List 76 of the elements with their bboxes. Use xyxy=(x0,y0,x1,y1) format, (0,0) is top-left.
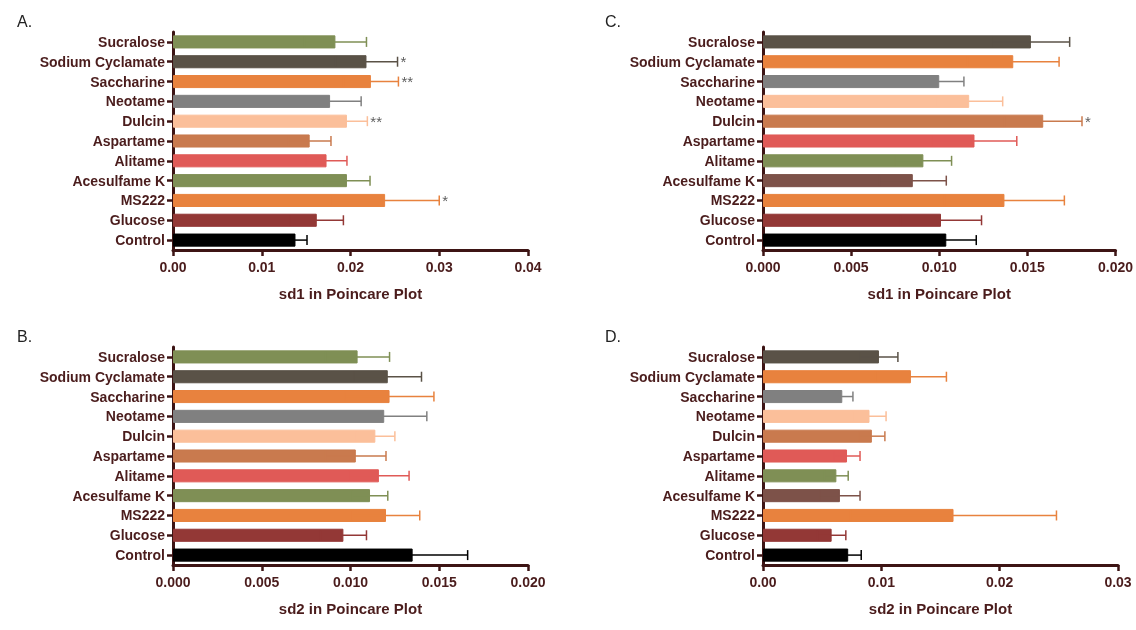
annotation: * xyxy=(400,53,407,71)
x-tick-label: 0.02 xyxy=(336,259,365,275)
y-tick-label: Acesulfame K xyxy=(72,172,165,189)
y-tick-label: Sodium Cyclamate xyxy=(39,53,166,70)
y-tick-label: Sucralose xyxy=(688,348,756,365)
y-tick-label: Aspartame xyxy=(92,133,166,149)
x-tick-label: 0.03 xyxy=(1104,574,1132,590)
x-tick-label: 0.02 xyxy=(986,574,1014,590)
x-tick-label: 0.000 xyxy=(155,574,191,590)
x-tick-label: 0.005 xyxy=(244,574,280,590)
text: B. xyxy=(17,327,33,345)
y-tick-label: Glucose xyxy=(699,527,756,544)
y-tick-label: Alitame xyxy=(114,152,166,169)
y-tick-label: Aspartame xyxy=(92,448,166,464)
y-tick-label: Alitame xyxy=(704,467,756,484)
y-tick-label: Aspartame xyxy=(682,133,756,149)
text: C. xyxy=(605,12,621,30)
x-axis-title: sd2 in Poincare Plot xyxy=(278,600,423,617)
x-tick-label: 0.04 xyxy=(514,259,542,275)
y-tick-label: Saccharine xyxy=(90,388,166,405)
y-tick-label: Dulcin xyxy=(122,113,165,130)
y-tick-label: Glucose xyxy=(109,212,166,229)
y-tick-label: Dulcin xyxy=(712,113,755,130)
annotation: ** xyxy=(370,112,383,130)
y-tick-label: Sucralose xyxy=(98,33,166,50)
y-tick-label: Sucralose xyxy=(98,348,166,365)
x-tick-label: 0.00 xyxy=(749,574,777,590)
y-tick-label: MS222 xyxy=(120,192,166,209)
x-tick-label: 0.010 xyxy=(921,259,957,275)
y-tick-label: Saccharine xyxy=(680,73,756,90)
x-tick-label: 0.010 xyxy=(332,574,369,590)
y-tick-label: Control xyxy=(115,232,165,249)
x-tick-label: 0.00 xyxy=(159,259,187,275)
y-tick-label: Acesulfame K xyxy=(662,172,755,189)
annotation: * xyxy=(1085,112,1091,130)
x-axis-title: sd2 in Poincare Plot xyxy=(868,600,1013,617)
y-tick-label: Acesulfame K xyxy=(72,487,165,504)
y-tick-label: Control xyxy=(115,547,165,564)
x-axis-title: sd1 in Poincare Plot xyxy=(278,285,423,302)
y-tick-label: Neotame xyxy=(105,93,166,110)
x-tick-label: 0.005 xyxy=(833,259,869,275)
y-tick-label: Control xyxy=(705,547,755,564)
y-tick-label: Dulcin xyxy=(712,428,755,445)
y-tick-label: MS222 xyxy=(710,507,756,524)
y-tick-label: Sucralose xyxy=(688,33,756,50)
x-tick-label: 0.01 xyxy=(867,574,896,590)
annotation: * xyxy=(442,191,449,209)
y-tick-label: Dulcin xyxy=(122,428,165,445)
x-tick-label: 0.03 xyxy=(425,259,454,275)
x-tick-label: 0.01 xyxy=(248,259,276,275)
y-tick-label: Neotame xyxy=(695,408,756,425)
y-tick-label: Aspartame xyxy=(682,448,756,464)
y-tick-label: Neotame xyxy=(695,93,756,110)
x-tick-label: 0.020 xyxy=(510,574,546,590)
y-tick-label: Glucose xyxy=(109,527,166,544)
y-tick-label: MS222 xyxy=(710,192,756,209)
y-tick-label: MS222 xyxy=(120,507,166,524)
y-tick-label: Saccharine xyxy=(90,73,166,90)
x-tick-label: 0.000 xyxy=(745,259,781,275)
y-tick-label: Alitame xyxy=(114,467,166,484)
text: A. xyxy=(17,12,33,30)
x-axis-title: sd1 in Poincare Plot xyxy=(867,285,1011,302)
x-tick-label: 0.015 xyxy=(1009,259,1046,275)
y-tick-label: Alitame xyxy=(704,152,756,169)
y-tick-label: Sodium Cyclamate xyxy=(629,53,756,70)
y-tick-label: Acesulfame K xyxy=(662,487,755,504)
annotation: ** xyxy=(401,73,414,91)
text: D. xyxy=(605,327,621,345)
y-tick-label: Control xyxy=(705,232,755,249)
y-tick-label: Neotame xyxy=(105,408,166,425)
x-tick-label: 0.020 xyxy=(1097,259,1134,275)
y-tick-label: Sodium Cyclamate xyxy=(39,368,166,385)
y-tick-label: Sodium Cyclamate xyxy=(629,368,756,385)
y-tick-label: Glucose xyxy=(699,212,756,229)
y-tick-label: Saccharine xyxy=(680,388,756,405)
x-tick-label: 0.015 xyxy=(421,574,457,590)
